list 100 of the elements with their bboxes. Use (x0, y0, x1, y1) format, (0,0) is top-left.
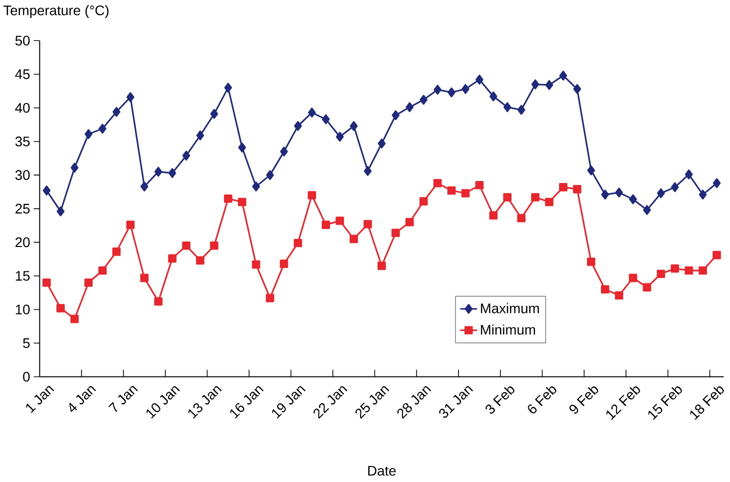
point (210, 109, 218, 119)
point (614, 291, 624, 300)
point (168, 254, 176, 263)
y-tick-label: 50 (15, 36, 30, 46)
x-tick-label: 3 Feb (486, 386, 514, 414)
point (392, 228, 400, 238)
legend-label: Maximum (480, 303, 539, 314)
point (238, 198, 246, 206)
x-tick-label: 4 Jan (69, 386, 96, 412)
point (684, 266, 693, 275)
point (252, 182, 260, 192)
point (182, 150, 190, 161)
x-tick-label: 7 Jan (108, 386, 138, 412)
point (573, 185, 582, 194)
point (140, 182, 148, 192)
x-tick-label: 12 Feb (606, 386, 640, 420)
x-tick-label: 19 Jan (272, 386, 306, 419)
point (42, 186, 51, 196)
point (531, 193, 540, 202)
point (224, 82, 232, 93)
point (308, 108, 316, 118)
point (392, 110, 400, 120)
point (294, 238, 302, 248)
point (503, 193, 512, 202)
x-tick-label: 18 Feb (690, 386, 724, 420)
point (378, 138, 386, 148)
point (336, 132, 344, 142)
x-tick-label: 16 Jan (230, 386, 264, 419)
point (531, 79, 540, 90)
x-tick-label: 28 Jan (397, 386, 432, 419)
x-tick-label: 22 Jan (314, 386, 348, 419)
point (98, 266, 107, 275)
point (84, 278, 93, 287)
point (112, 248, 121, 256)
point (154, 297, 162, 306)
point (154, 166, 162, 177)
y-tick-label: 30 (15, 170, 30, 180)
point (643, 205, 651, 216)
point (475, 181, 484, 190)
point (70, 314, 79, 324)
point (266, 170, 274, 180)
point (405, 218, 414, 226)
x-tick-label: 10 Jan (146, 386, 180, 419)
point (350, 234, 358, 244)
point (419, 197, 428, 206)
point (712, 250, 721, 260)
point (126, 92, 134, 102)
point (503, 102, 512, 112)
point (322, 114, 330, 124)
point (476, 74, 484, 85)
y-tick-label: 5 (23, 338, 30, 348)
point (210, 242, 218, 250)
point (140, 274, 149, 282)
point (364, 166, 372, 176)
point (56, 304, 65, 312)
point (378, 262, 386, 270)
point (182, 242, 190, 250)
point (238, 142, 246, 153)
y-tick-label: 35 (15, 136, 30, 146)
point (670, 182, 679, 192)
point (586, 258, 596, 266)
point (642, 283, 652, 292)
y-axis-title: Temperature (°C) (3, 5, 108, 18)
x-tick-label: 1 Jan (26, 386, 54, 414)
point (98, 124, 106, 134)
point (252, 260, 260, 269)
point (447, 186, 456, 195)
point (280, 146, 288, 157)
point (56, 206, 65, 216)
point (629, 194, 637, 204)
y-tick-label: 10 (16, 304, 30, 314)
point (601, 190, 609, 200)
point (657, 188, 665, 198)
y-tick-label: 15 (16, 271, 30, 281)
point (670, 264, 680, 273)
point (406, 102, 414, 112)
point (168, 168, 176, 178)
point (322, 220, 330, 230)
point (712, 178, 721, 188)
point (545, 80, 554, 90)
y-tick-label: 20 (16, 237, 30, 248)
point (112, 107, 120, 117)
point (517, 214, 526, 222)
y-tick-label: 25 (16, 204, 30, 214)
point (587, 166, 596, 176)
point (448, 88, 456, 98)
point (336, 216, 344, 226)
point (559, 183, 568, 192)
point (126, 220, 135, 230)
point (656, 270, 666, 278)
y-tick-label: 0 (23, 372, 30, 382)
point (489, 92, 498, 102)
point (615, 188, 623, 198)
point (70, 162, 78, 173)
x-tick-label: 9 Feb (569, 386, 598, 414)
point (545, 198, 554, 206)
point (308, 191, 316, 200)
point (224, 194, 232, 203)
point (600, 285, 610, 294)
x-tick-label: 31 Jan (439, 386, 474, 418)
